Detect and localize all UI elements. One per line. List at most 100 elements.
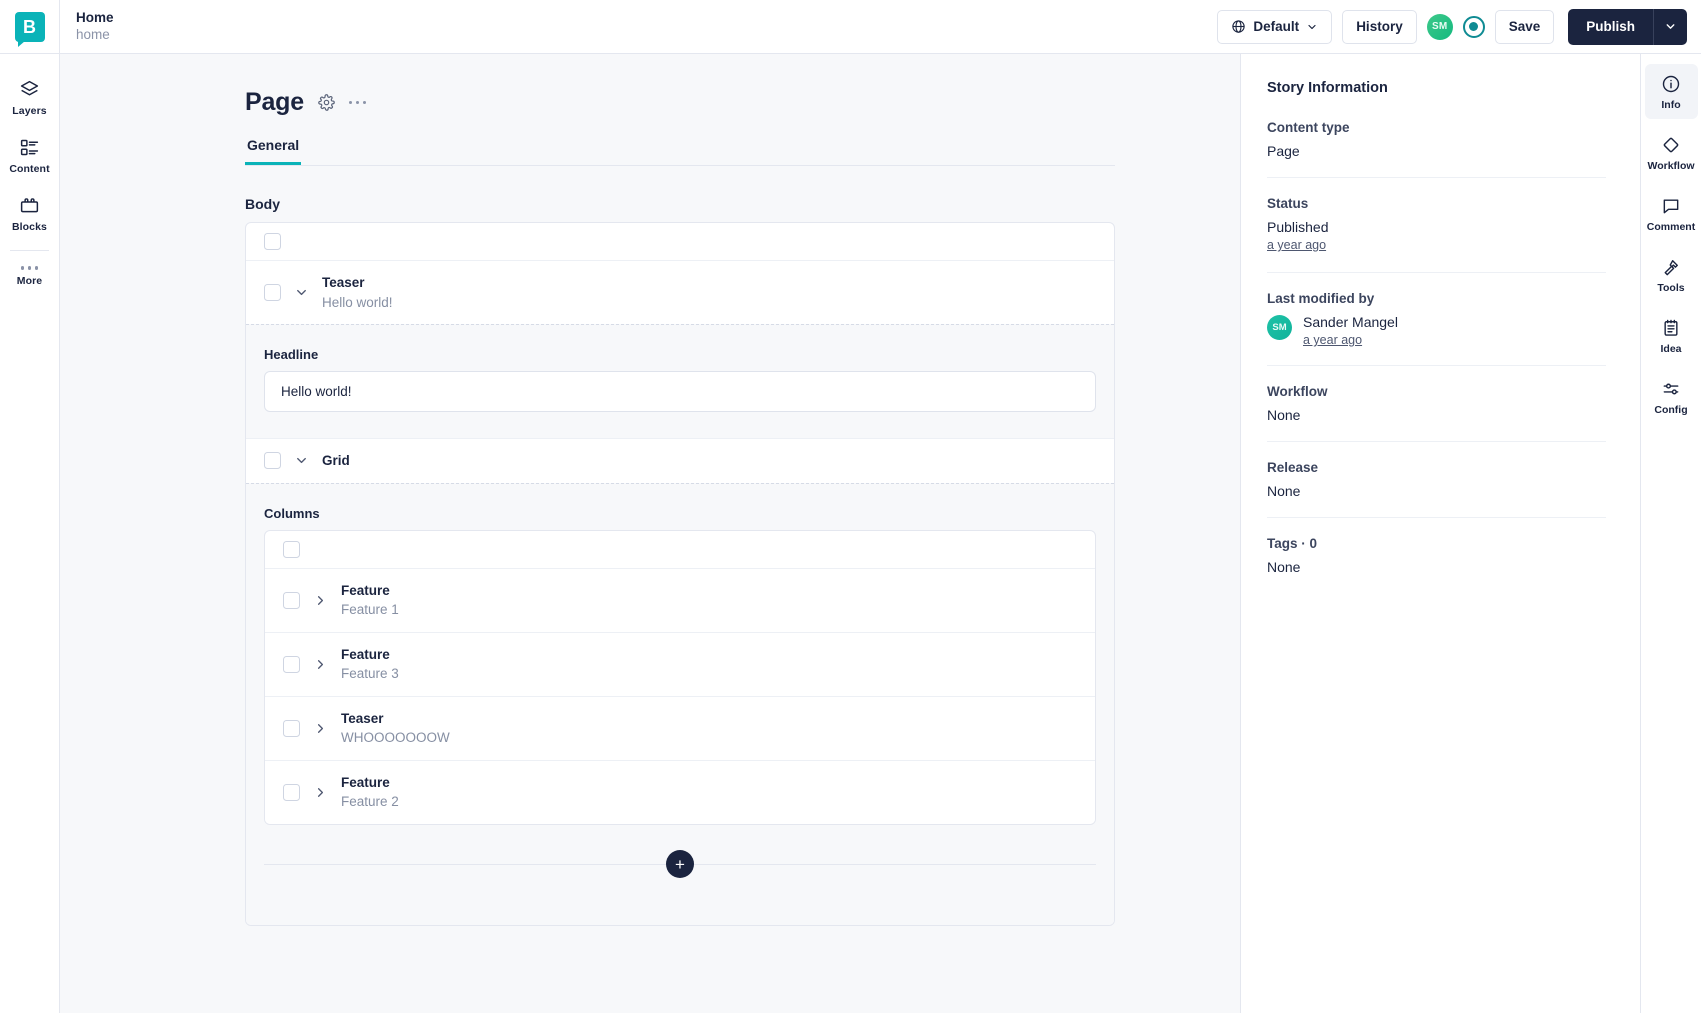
block-row-teaser[interactable]: Teaser Hello world! xyxy=(246,261,1114,325)
block-subtitle: Feature 2 xyxy=(341,794,399,810)
block-checkbox[interactable] xyxy=(283,783,300,801)
rail-item-config[interactable]: Config xyxy=(1645,369,1698,424)
add-block-area: + xyxy=(264,829,1096,899)
more-dots-icon xyxy=(20,266,39,270)
rail-item-workflow-label: Workflow xyxy=(1647,160,1695,172)
sidebar-item-more-label: More xyxy=(16,274,43,287)
block-text-group: Grid xyxy=(322,452,350,470)
chevron-right-icon[interactable] xyxy=(313,785,328,800)
rail-item-tools[interactable]: Tools xyxy=(1645,247,1698,302)
block-checkbox[interactable] xyxy=(264,284,281,302)
block-name: Grid xyxy=(322,453,350,469)
sidebar-item-content[interactable]: Content xyxy=(0,126,59,184)
rail-item-idea[interactable]: Idea xyxy=(1645,308,1698,363)
rail-item-workflow[interactable]: Workflow xyxy=(1645,125,1698,180)
chevron-down-icon[interactable] xyxy=(294,453,309,468)
rail-item-comment-label: Comment xyxy=(1646,221,1696,233)
chevron-down-icon[interactable] xyxy=(294,285,309,300)
sidebar-item-blocks[interactable]: Blocks xyxy=(0,184,59,242)
block-checkbox[interactable] xyxy=(283,719,300,737)
workflow-value: None xyxy=(1267,407,1301,423)
sidebar-item-content-label: Content xyxy=(9,163,50,175)
add-block-button[interactable]: + xyxy=(666,850,694,879)
block-row-grid[interactable]: Grid xyxy=(246,438,1114,483)
tab-general[interactable]: General xyxy=(245,137,302,165)
chevron-right-icon[interactable] xyxy=(313,721,328,736)
sidebar-item-layers-label: Layers xyxy=(12,105,47,117)
gear-icon[interactable] xyxy=(318,94,335,111)
block-name: Feature xyxy=(341,774,390,790)
block-subtitle: Feature 1 xyxy=(341,602,399,618)
status-label: Status xyxy=(1267,196,1309,211)
block-subtitle: Hello world! xyxy=(322,294,393,310)
layers-icon xyxy=(19,79,40,100)
publish-button-group: Publish xyxy=(1568,8,1687,45)
page-title: Page xyxy=(245,88,304,116)
columns-blocks-card: Feature Feature 1 xyxy=(264,529,1096,826)
globe-icon xyxy=(1231,19,1246,34)
sidebar-item-more[interactable]: More xyxy=(0,255,59,296)
avatar[interactable]: SM xyxy=(1426,13,1453,40)
block-checkbox[interactable] xyxy=(283,591,300,609)
content-type-section: Content type Page xyxy=(1267,120,1606,177)
rail-item-info-label: Info xyxy=(1661,99,1681,111)
user-name: Sander Mangel xyxy=(1303,314,1398,330)
rail-item-info[interactable]: Info xyxy=(1644,64,1698,119)
language-selector[interactable]: Default xyxy=(1217,9,1333,44)
modified-timestamp[interactable]: a year ago xyxy=(1303,333,1363,347)
release-label: Release xyxy=(1267,460,1319,475)
block-checkbox[interactable] xyxy=(264,452,281,470)
editor-content: Page General Body xyxy=(185,88,1115,927)
nested-block-row[interactable]: Teaser WHOOOOOOOW xyxy=(265,695,1095,760)
nested-block-row[interactable]: Feature Feature 2 xyxy=(265,759,1095,825)
rail-item-comment[interactable]: Comment xyxy=(1645,186,1698,241)
nested-block-row[interactable]: Feature Feature 3 xyxy=(265,631,1095,696)
history-button[interactable]: History xyxy=(1342,9,1417,44)
select-all-checkbox[interactable] xyxy=(283,540,300,558)
right-navigation-rail: Info Workflow Co xyxy=(1640,54,1701,1013)
logo-mark-icon: B xyxy=(14,11,45,47)
chevron-right-icon[interactable] xyxy=(313,657,328,672)
blocks-icon xyxy=(19,195,40,216)
publish-button[interactable]: Publish xyxy=(1568,8,1653,45)
diamond-icon xyxy=(1661,135,1681,155)
hammer-icon xyxy=(1661,257,1681,277)
save-button[interactable]: Save xyxy=(1494,9,1555,44)
storyblok-logo[interactable]: B xyxy=(0,0,59,54)
rail-item-idea-label: Idea xyxy=(1660,343,1682,355)
grid-expanded-fields: Columns xyxy=(246,482,1114,926)
left-navigation-rail: B Layers Con xyxy=(0,0,60,1013)
publish-dropdown-button[interactable] xyxy=(1653,8,1687,45)
breadcrumb[interactable]: Home home xyxy=(76,10,114,43)
chevron-right-icon[interactable] xyxy=(313,593,328,608)
block-subtitle: WHOOOOOOOW xyxy=(341,730,450,746)
live-preview-toggle-icon[interactable] xyxy=(1462,15,1485,38)
page-header: Page xyxy=(245,88,1115,117)
sidebar-item-layers[interactable]: Layers xyxy=(0,68,59,126)
content-type-label: Content type xyxy=(1267,120,1350,135)
select-all-checkbox[interactable] xyxy=(264,233,281,250)
content-type-value: Page xyxy=(1267,143,1300,159)
left-rail-items: Layers Content xyxy=(0,54,59,296)
columns-field-label: Columns xyxy=(264,505,320,521)
editor-tabs: General xyxy=(245,137,1115,166)
panel-title: Story Information xyxy=(1267,80,1388,96)
last-modified-user: SM Sander Mangel a year ago xyxy=(1267,314,1606,347)
page-options-icon[interactable] xyxy=(348,100,367,105)
body-select-all-toolbar xyxy=(246,223,1114,261)
rail-item-tools-label: Tools xyxy=(1657,282,1685,294)
headline-input[interactable] xyxy=(264,371,1096,413)
workflow-section: Workflow None xyxy=(1267,365,1606,441)
nested-block-row[interactable]: Feature Feature 1 xyxy=(265,568,1095,632)
main-column: Home home Default History xyxy=(60,0,1701,1013)
block-checkbox[interactable] xyxy=(283,655,300,673)
body-field-label: Body xyxy=(245,196,280,212)
workflow-label: Workflow xyxy=(1267,384,1328,399)
sliders-icon xyxy=(1661,379,1681,399)
status-timestamp[interactable]: a year ago xyxy=(1267,238,1327,252)
avatar-initials: SM xyxy=(1432,21,1448,32)
block-text-group: Feature Feature 2 xyxy=(341,774,399,811)
story-information-panel: Story Information Content type Page Stat… xyxy=(1240,54,1640,1013)
body-blocks-card: Teaser Hello world! Headline xyxy=(245,222,1115,927)
breadcrumb-title: Home xyxy=(76,10,114,26)
